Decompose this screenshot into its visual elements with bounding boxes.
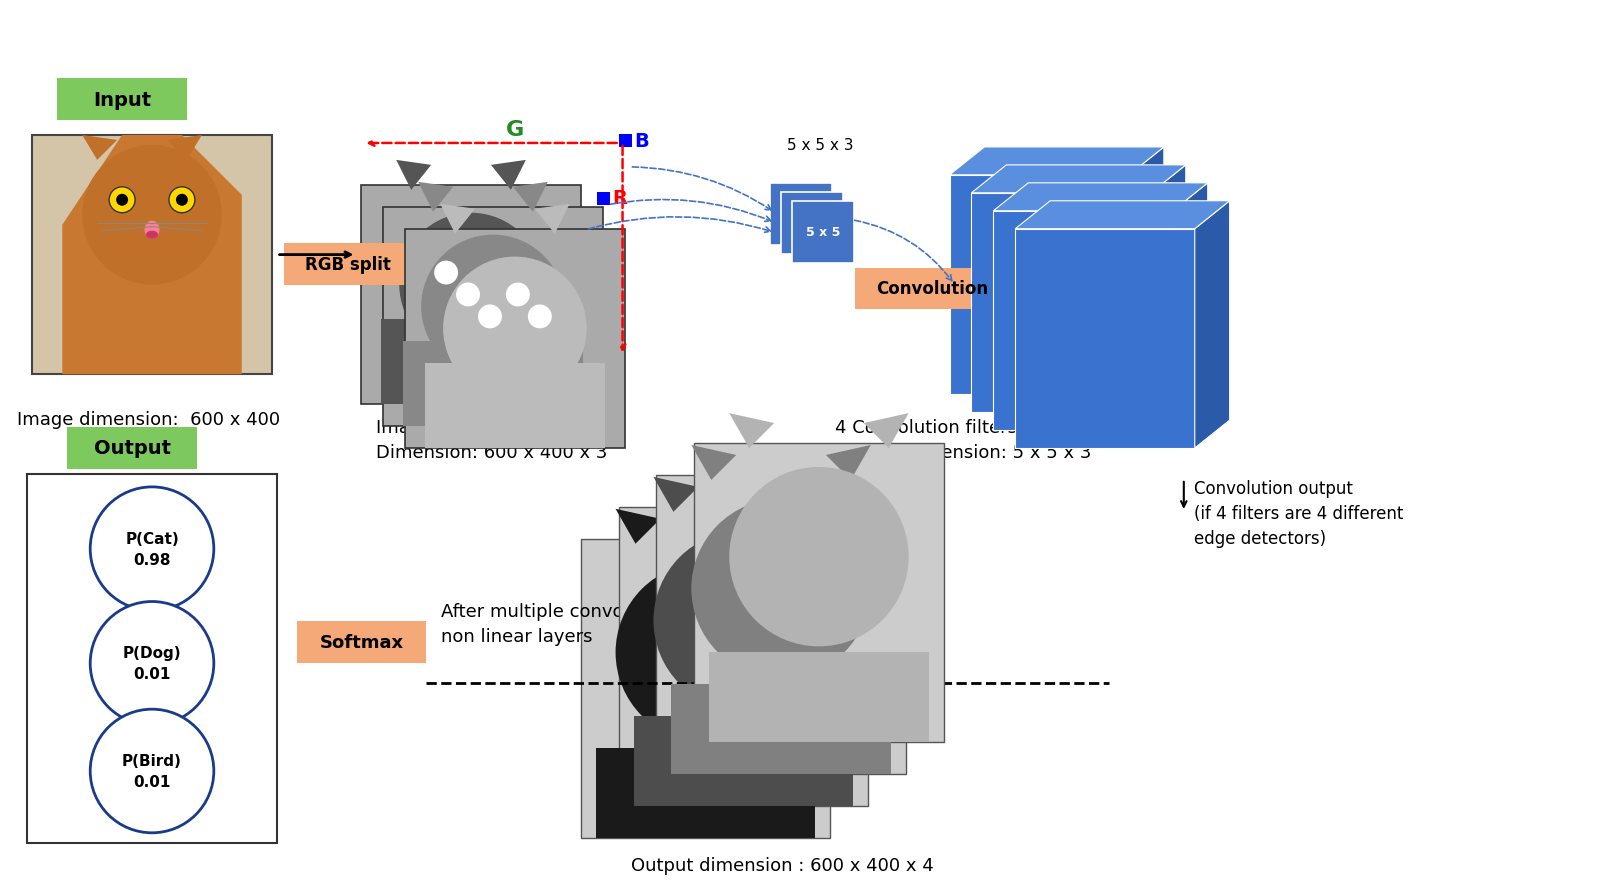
Polygon shape [1016, 201, 1230, 230]
Text: Output: Output [93, 439, 171, 458]
Bar [597, 192, 610, 206]
Text: Input: Input [93, 90, 150, 109]
Bar [770, 183, 832, 245]
Bar [58, 79, 187, 121]
Circle shape [730, 468, 909, 646]
Bar [781, 192, 843, 254]
Text: P(Bird)
0.01: P(Bird) 0.01 [122, 753, 182, 789]
Circle shape [400, 214, 542, 357]
Text: RGB split: RGB split [306, 256, 392, 274]
Polygon shape [514, 182, 547, 213]
Polygon shape [82, 136, 117, 161]
Polygon shape [971, 165, 1186, 194]
Polygon shape [994, 183, 1208, 212]
Circle shape [82, 146, 222, 285]
Bar [296, 621, 426, 663]
Bar [709, 653, 928, 742]
Bar [672, 685, 891, 774]
Polygon shape [1173, 183, 1208, 431]
Text: Convolution output
(if 4 filters are 4 different
edge detectors): Convolution output (if 4 filters are 4 d… [1194, 479, 1403, 547]
Bar [619, 135, 632, 148]
Polygon shape [691, 445, 736, 480]
Circle shape [616, 563, 795, 742]
Circle shape [483, 261, 507, 285]
Polygon shape [534, 205, 570, 234]
Polygon shape [789, 477, 834, 512]
Polygon shape [994, 212, 1173, 431]
Circle shape [170, 188, 195, 214]
Polygon shape [750, 510, 795, 544]
Polygon shape [949, 148, 1163, 175]
Bar [67, 427, 197, 469]
Bar [595, 748, 814, 838]
Polygon shape [1130, 148, 1163, 395]
Text: P(Cat)
0.98: P(Cat) 0.98 [125, 531, 179, 567]
Circle shape [90, 709, 214, 833]
Ellipse shape [146, 232, 158, 240]
Bar [32, 136, 272, 375]
Polygon shape [949, 175, 1130, 395]
Bar [694, 443, 944, 742]
Bar [619, 507, 867, 806]
Text: R: R [613, 189, 627, 208]
Polygon shape [397, 161, 430, 190]
Circle shape [456, 283, 480, 308]
Circle shape [443, 257, 587, 401]
Bar [854, 268, 1010, 310]
Text: Image split into 3 channels
Dimension: 600 x 400 x 3: Image split into 3 channels Dimension: 6… [376, 418, 621, 461]
Polygon shape [826, 445, 870, 480]
Text: G: G [506, 120, 525, 139]
Circle shape [176, 195, 187, 207]
Text: P(Dog)
0.01: P(Dog) 0.01 [123, 645, 181, 681]
Polygon shape [653, 477, 698, 512]
Polygon shape [971, 194, 1150, 413]
Circle shape [421, 235, 565, 379]
Bar [656, 476, 906, 774]
Polygon shape [616, 510, 661, 544]
Text: 4 Convolution filters.
Each of dimension: 5 x 5 x 3: 4 Convolution filters. Each of dimension… [835, 418, 1091, 461]
Circle shape [90, 487, 214, 611]
Polygon shape [1150, 165, 1186, 413]
Polygon shape [864, 414, 909, 449]
Text: Convolution: Convolution [877, 280, 989, 299]
Circle shape [109, 188, 134, 214]
Text: Output dimension : 600 x 400 x 4: Output dimension : 600 x 400 x 4 [630, 856, 933, 873]
Circle shape [478, 305, 502, 329]
Circle shape [528, 305, 552, 329]
Polygon shape [62, 136, 242, 375]
Bar [381, 320, 560, 405]
Circle shape [506, 283, 530, 308]
Bar [283, 243, 413, 285]
Circle shape [90, 602, 214, 725]
Circle shape [434, 261, 458, 285]
Text: Softmax: Softmax [320, 634, 403, 652]
Bar [634, 716, 853, 806]
Polygon shape [440, 205, 475, 234]
Bar [384, 207, 603, 426]
Polygon shape [730, 414, 774, 449]
Polygon shape [491, 161, 526, 190]
Circle shape [117, 195, 128, 207]
Bar [426, 364, 605, 449]
Polygon shape [1195, 201, 1230, 449]
Circle shape [691, 499, 870, 679]
Bar [27, 475, 277, 843]
Text: Image dimension:  600 x 400: Image dimension: 600 x 400 [18, 410, 280, 428]
Ellipse shape [144, 222, 160, 240]
Bar [792, 201, 854, 263]
Polygon shape [418, 182, 453, 213]
Text: B: B [635, 132, 650, 151]
Polygon shape [166, 136, 202, 161]
Text: 5 x 5 x 3: 5 x 5 x 3 [787, 139, 853, 153]
Bar [403, 342, 582, 426]
Polygon shape [1016, 230, 1195, 449]
Circle shape [653, 531, 834, 711]
Text: 5 x 5: 5 x 5 [806, 226, 840, 239]
Bar [362, 186, 581, 405]
Bar [405, 230, 624, 449]
Text: After multiple convolution +
non linear layers: After multiple convolution + non linear … [442, 603, 696, 645]
Bar [581, 539, 830, 838]
